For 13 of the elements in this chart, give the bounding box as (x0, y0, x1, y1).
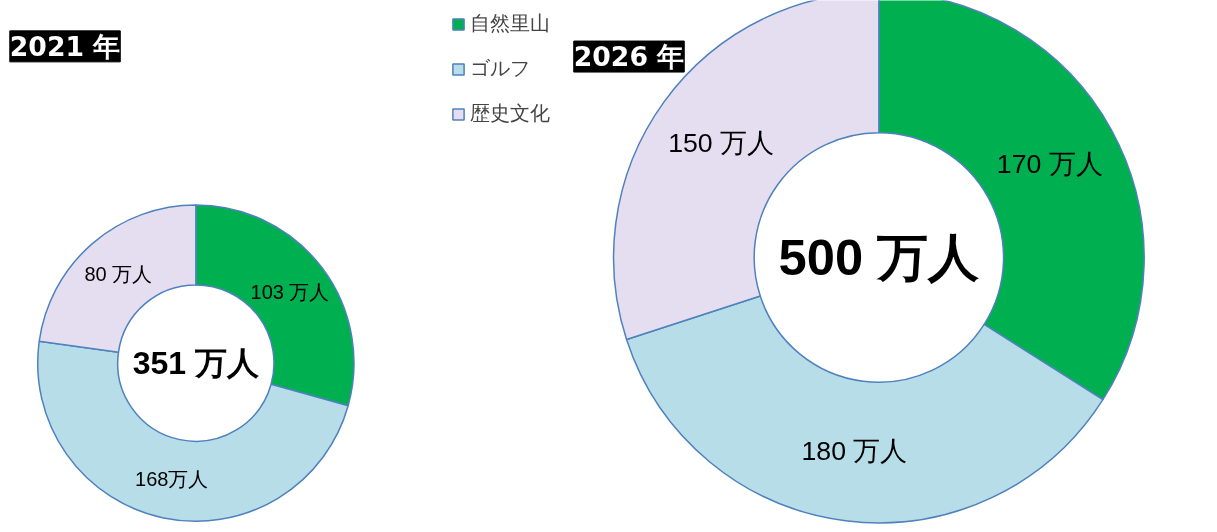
data-label: 180 万人 (801, 435, 908, 466)
data-label: 80 万人 (84, 263, 153, 286)
data-label: 170 万人 (996, 148, 1103, 179)
text: 351 万人 (132, 345, 260, 382)
text: 500 万人 (778, 229, 980, 287)
text: 2026 年 (573, 41, 685, 73)
legend-label: 自然里山 (470, 11, 550, 36)
text: 2021 年 (9, 30, 121, 62)
legend-label: 歴史文化 (470, 101, 550, 126)
data-label: 103 万人 (250, 280, 330, 303)
legend-label: ゴルフ (470, 56, 530, 81)
data-label: 168万人 (135, 467, 209, 490)
data-label: 150 万人 (668, 128, 775, 159)
